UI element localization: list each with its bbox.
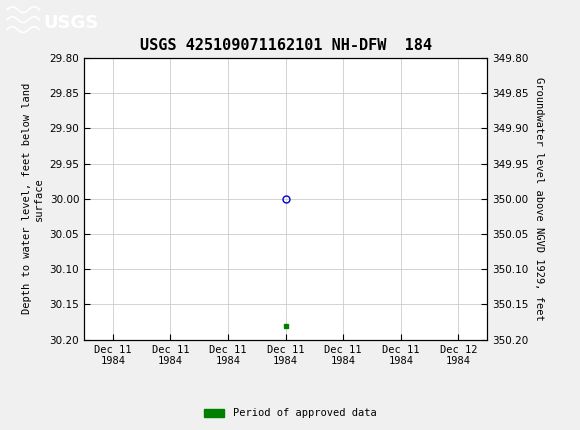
Y-axis label: Groundwater level above NGVD 1929, feet: Groundwater level above NGVD 1929, feet <box>534 77 544 321</box>
Title: USGS 425109071162101 NH-DFW  184: USGS 425109071162101 NH-DFW 184 <box>140 38 432 53</box>
Legend: Period of approved data: Period of approved data <box>200 404 380 423</box>
Y-axis label: Depth to water level, feet below land
surface: Depth to water level, feet below land su… <box>22 83 44 314</box>
Text: USGS: USGS <box>44 14 99 31</box>
